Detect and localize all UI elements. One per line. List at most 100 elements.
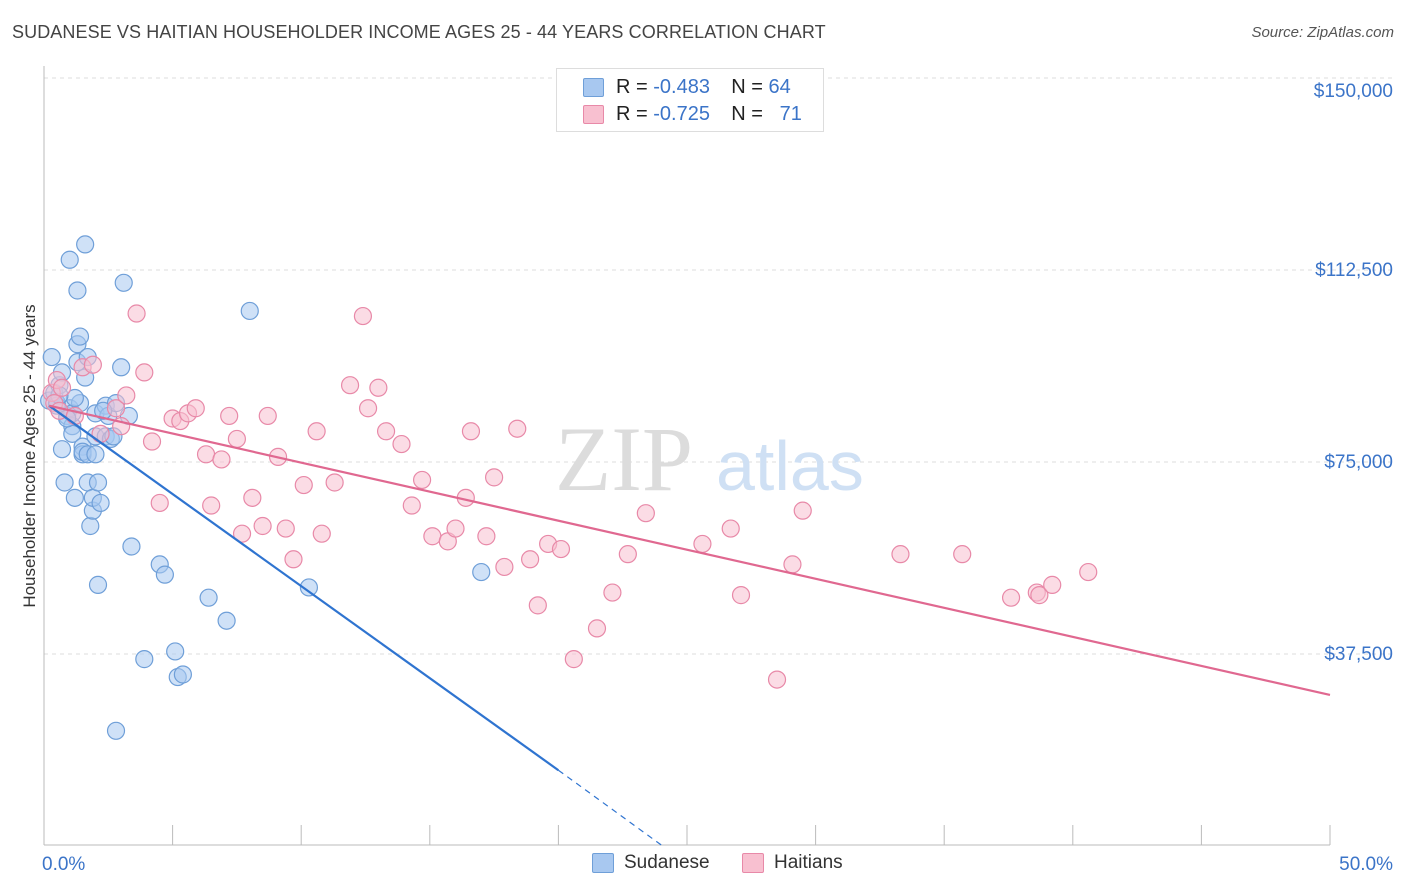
x-tick-label: 50.0% [1339, 854, 1393, 875]
haitian-point [587, 619, 607, 638]
legend-row-sudanese: R = -0.483 N = 64 [557, 74, 791, 100]
haitian-point [276, 519, 295, 538]
sudanese-point [70, 327, 90, 346]
sudanese-point [60, 250, 79, 269]
haitian-point [953, 545, 972, 564]
haitian-point [106, 399, 126, 418]
haitian-point [528, 596, 547, 615]
sudanese-point [299, 578, 319, 597]
sudanese-point [199, 588, 218, 607]
sudanese-point [122, 537, 141, 556]
legend-n-value: 71 [779, 102, 802, 125]
haitian-point [253, 516, 272, 536]
haitian-point [196, 445, 216, 464]
haitian-point [693, 534, 712, 554]
haitian-point [91, 424, 110, 443]
sudanese-point [240, 301, 259, 321]
legend-r-label: R = [616, 102, 648, 125]
haitian-point [508, 419, 527, 438]
haitian-point [294, 475, 313, 495]
haitian-point [284, 550, 303, 569]
sudanese-point [155, 565, 174, 584]
haitian-point [1001, 588, 1021, 607]
y-tick-labels: $37,500 $75,000 $112,500 $150,000 [1314, 81, 1393, 665]
sudanese-trend-extension [558, 769, 662, 846]
sudanese-trend-line [48, 404, 560, 772]
sudanese-point [173, 665, 192, 684]
haitian-point [232, 524, 252, 543]
legend-n-value: 64 [768, 75, 791, 98]
watermark-atlas: atlas [716, 427, 864, 505]
haitian-point [312, 524, 331, 543]
haitian-point [731, 586, 751, 605]
haitian-point [202, 496, 221, 515]
haitian-point [477, 527, 496, 546]
sudanese-point [106, 721, 126, 740]
haitian-point [461, 422, 481, 441]
haitian-point [150, 493, 169, 513]
sudanese-point [135, 650, 154, 669]
haitian-trend-line [48, 404, 1331, 697]
sudanese-point [88, 473, 108, 492]
haitian-point [392, 434, 411, 454]
haitian-point [307, 422, 326, 441]
legend-r-label: R = [616, 75, 648, 98]
haitian-point [402, 496, 421, 515]
haitian-points [42, 304, 1098, 689]
haitian-point [353, 306, 373, 326]
x-tick-label: 0.0% [42, 854, 85, 875]
bottom-swatch-sudanese [592, 853, 614, 873]
legend-n-label: N = [731, 102, 763, 125]
chart-title: SUDANESE VS HAITIAN HOUSEHOLDER INCOME A… [12, 22, 826, 42]
source-label: Source: ZipAtlas.com [1251, 24, 1394, 41]
bottom-legend-sudanese: Sudanese [592, 852, 710, 874]
legend-n-label: N = [731, 75, 763, 98]
haitian-point [783, 555, 802, 574]
bottom-swatch-haitians [742, 853, 764, 873]
sudanese-point [65, 488, 84, 507]
y-axis-label: Householder Income Ages 25 - 44 years [20, 304, 39, 608]
haitian-point [258, 406, 277, 426]
legend-r-value: -0.483 [653, 75, 710, 98]
sudanese-point [55, 473, 74, 492]
haitian-point [495, 557, 514, 577]
legend-row-haitians: R = -0.725 N = 71 [557, 101, 802, 127]
haitian-point [891, 545, 910, 564]
sudanese-point [472, 562, 491, 582]
haitian-point [1030, 586, 1049, 605]
haitian-point [1043, 575, 1062, 594]
bottom-legend-label-haitians: Haitians [774, 852, 843, 873]
sudanese-point [114, 273, 133, 292]
sudanese-point [88, 575, 108, 594]
haitian-point [793, 501, 812, 520]
haitian-point [369, 378, 388, 397]
haitian-point [358, 399, 378, 418]
sudanese-point [166, 642, 185, 661]
haitian-point [325, 473, 344, 492]
haitian-point [127, 304, 146, 323]
y-tick-label: $75,000 [1324, 452, 1393, 473]
sudanese-point [76, 235, 95, 254]
sudanese-point [112, 358, 131, 377]
haitian-point [485, 468, 504, 487]
sudanese-point [81, 516, 100, 536]
watermark-zip: ZIP [555, 408, 693, 510]
haitian-point [636, 504, 655, 523]
haitian-point [117, 386, 136, 405]
legend-r-value: -0.725 [653, 102, 710, 125]
haitian-point [52, 378, 72, 397]
haitian-point [227, 429, 246, 449]
sudanese-point [217, 611, 236, 630]
legend-swatch-haitians [583, 104, 604, 124]
haitian-point [243, 488, 262, 507]
x-tick-labels: 0.0% 50.0% [42, 854, 1393, 875]
haitian-point [412, 470, 432, 490]
y-tick-label: $150,000 [1314, 81, 1393, 102]
haitian-point [83, 355, 102, 374]
y-tick-label: $37,500 [1324, 644, 1393, 665]
haitian-point [618, 545, 637, 564]
haitian-point [767, 670, 787, 689]
haitian-point [423, 527, 442, 546]
haitian-point [135, 363, 154, 382]
